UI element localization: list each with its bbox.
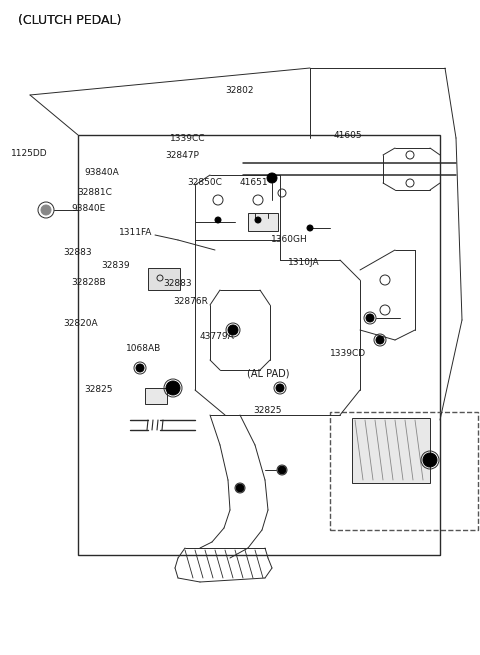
Text: (AL PAD): (AL PAD) (247, 368, 289, 379)
Text: 1125DD: 1125DD (11, 149, 47, 158)
Text: 32825: 32825 (84, 384, 112, 394)
Circle shape (376, 336, 384, 344)
Text: 32820A: 32820A (63, 319, 98, 328)
Text: 32876R: 32876R (174, 297, 209, 306)
Circle shape (228, 325, 238, 335)
Text: 32825: 32825 (253, 406, 282, 415)
Text: 1310JA: 1310JA (288, 258, 320, 267)
Text: 32847P: 32847P (166, 151, 200, 160)
Circle shape (166, 381, 180, 395)
Circle shape (276, 384, 284, 392)
Circle shape (255, 217, 261, 223)
Circle shape (41, 205, 51, 215)
Text: 32850C: 32850C (187, 178, 222, 187)
Circle shape (236, 484, 244, 492)
Text: 43779A: 43779A (199, 331, 234, 341)
Text: 32802: 32802 (226, 86, 254, 95)
Circle shape (423, 453, 437, 467)
Text: 32828B: 32828B (71, 278, 106, 288)
Text: (CLUTCH PEDAL): (CLUTCH PEDAL) (18, 14, 121, 27)
Bar (78, 135, 440, 555)
Text: 1339CD: 1339CD (330, 349, 366, 358)
Circle shape (136, 364, 144, 372)
Bar (148, 268, 180, 290)
Bar (352, 418, 430, 483)
Text: 1339CC: 1339CC (170, 134, 206, 143)
Bar (145, 388, 167, 404)
Text: 1068AB: 1068AB (126, 344, 161, 353)
Circle shape (278, 466, 286, 474)
Circle shape (215, 217, 221, 223)
Text: 1311FA: 1311FA (119, 228, 153, 237)
Text: 41605: 41605 (334, 131, 362, 140)
Text: 93840A: 93840A (84, 168, 119, 178)
Circle shape (267, 173, 277, 183)
Circle shape (307, 225, 313, 231)
Text: (CLUTCH PEDAL): (CLUTCH PEDAL) (18, 14, 121, 27)
Text: 32839: 32839 (101, 261, 130, 271)
Text: 93840E: 93840E (71, 204, 105, 214)
Text: 32883: 32883 (63, 248, 92, 257)
Text: 1360GH: 1360GH (271, 234, 308, 244)
Text: 32881C: 32881C (77, 188, 112, 197)
Text: 41651: 41651 (240, 178, 269, 187)
Bar (330, 412, 478, 530)
Bar (248, 213, 278, 231)
Text: 32883: 32883 (163, 279, 192, 288)
Circle shape (366, 314, 374, 322)
